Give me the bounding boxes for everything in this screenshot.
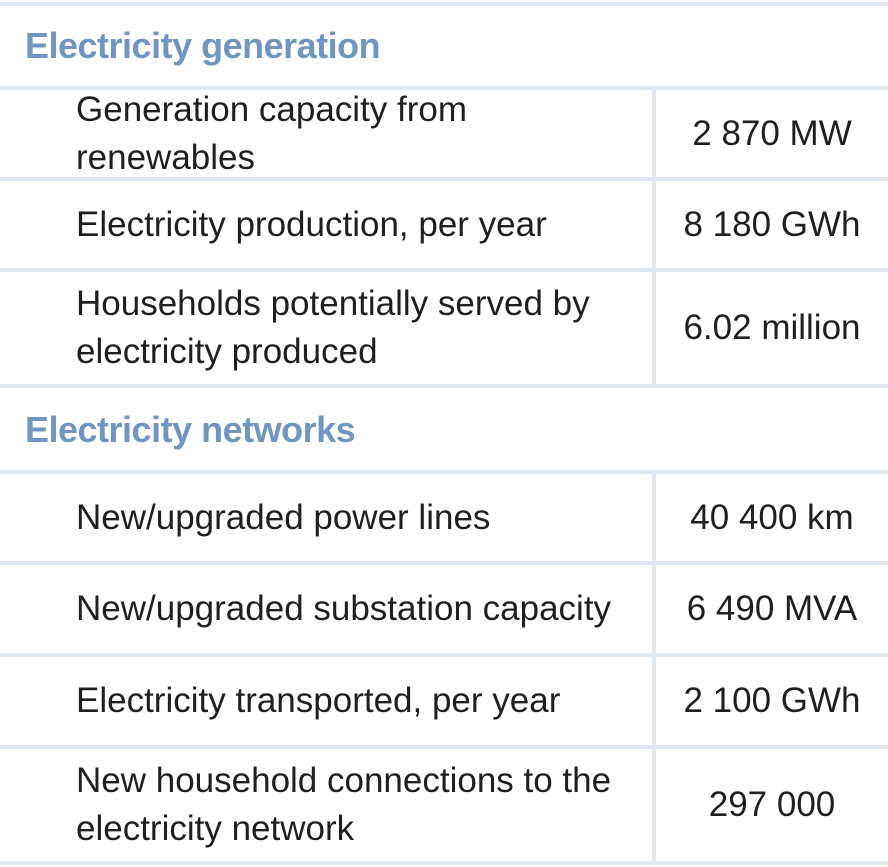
- row-label: New household connections to the electri…: [76, 761, 612, 848]
- table-rule: [0, 2, 888, 6]
- section-title-electricity-networks: Electricity networks: [25, 409, 356, 450]
- column-divider: [652, 181, 656, 268]
- table-row: New household connections to the electri…: [0, 749, 888, 861]
- column-divider: [652, 474, 656, 561]
- row-label: New/upgraded substation capacity: [76, 589, 612, 628]
- table-rule: [0, 177, 888, 181]
- column-divider: [652, 565, 656, 653]
- table-row: Electricity production, per year 8 180 G…: [0, 181, 888, 268]
- row-value: 6.02 million: [683, 308, 861, 347]
- column-divider: [652, 272, 656, 384]
- row-value: 2 100 GWh: [683, 681, 861, 720]
- table-rule: [0, 861, 888, 865]
- section-title-electricity-generation: Electricity generation: [25, 25, 381, 66]
- table-rule: [0, 384, 888, 388]
- row-label: New/upgraded power lines: [76, 497, 491, 537]
- row-label: Generation capacity from renewables: [76, 89, 468, 177]
- table-row: Generation capacity from renewables 2 87…: [0, 90, 888, 177]
- table-row: New/upgraded power lines 40 400 km: [0, 474, 888, 561]
- table-row: Electricity transported, per year 2 100 …: [0, 657, 888, 745]
- row-value: 40 400 km: [690, 497, 854, 537]
- row-value: 297 000: [708, 785, 836, 824]
- table-rule: [0, 745, 888, 749]
- table-rule: [0, 86, 888, 90]
- row-value: 2 870 MW: [692, 113, 852, 153]
- row-label: Households potentially served by electri…: [76, 284, 590, 371]
- column-divider: [652, 749, 656, 861]
- row-label: Electricity transported, per year: [76, 681, 561, 720]
- table-rule: [0, 653, 888, 657]
- row-value: 6 490 MVA: [686, 589, 858, 628]
- table-rule: [0, 561, 888, 565]
- column-divider: [652, 90, 656, 177]
- table-row: Households potentially served by electri…: [0, 272, 888, 384]
- column-divider: [652, 657, 656, 745]
- row-label: Electricity production, per year: [76, 204, 547, 244]
- table-rule: [0, 268, 888, 272]
- table-rule: [0, 470, 888, 474]
- row-value: 8 180 GWh: [683, 204, 861, 244]
- table-row: New/upgraded substation capacity 6 490 M…: [0, 565, 888, 653]
